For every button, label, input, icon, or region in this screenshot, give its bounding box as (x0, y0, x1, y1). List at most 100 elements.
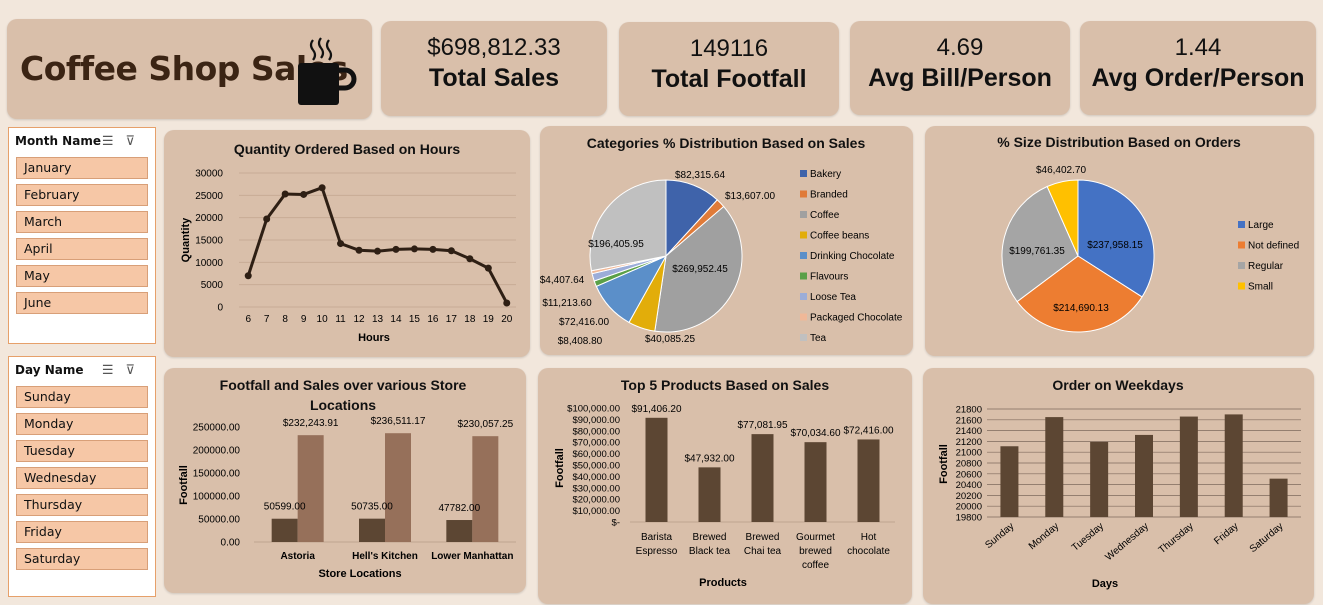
y-tick-label: $70,000.00 (572, 438, 620, 449)
data-label: $70,034.60 (790, 428, 840, 439)
bar (1000, 446, 1019, 517)
y-tick-label: $50,000.00 (572, 461, 620, 472)
legend-entry: Loose Tea (810, 292, 856, 303)
data-label: 47782.00 (438, 503, 480, 514)
data-point (503, 299, 511, 307)
x-tick-label: Hot (861, 532, 877, 543)
data-label: $13,607.00 (725, 191, 775, 202)
data-point (337, 240, 345, 248)
y-tick-label: 20800 (956, 459, 982, 470)
kpi-label: Total Footfall (651, 65, 807, 93)
data-point (318, 184, 326, 192)
x-tick-label: Sunday (983, 521, 1016, 551)
y-tick-label: 20000 (195, 213, 223, 224)
slicer-item-may[interactable]: May (16, 265, 148, 287)
x-axis-label: Hours (358, 332, 390, 344)
day-slicer: Day Name ☰⊽ Sunday Monday Tuesday Wednes… (8, 356, 156, 597)
x-tick-label: 14 (390, 314, 402, 325)
slicer-item-monday[interactable]: Monday (16, 413, 148, 435)
data-point (263, 215, 271, 223)
bar (472, 436, 499, 542)
bar (385, 433, 411, 542)
hourly-quantity-chart-panel: Quantity Ordered Based on Hours 0 5000 1000… (164, 130, 530, 357)
multi-select-icon[interactable]: ☰ (101, 362, 126, 377)
pie-slice (1016, 255, 1143, 333)
slicer-item-april[interactable]: April (16, 238, 148, 260)
x-tick-label: Monday (1027, 521, 1061, 552)
x-tick-label: Chai tea (744, 546, 782, 557)
data-label: $237,958.15 (1087, 240, 1143, 251)
bar (1179, 416, 1198, 517)
slicer-item-march[interactable]: March (16, 211, 148, 233)
slicer-item-tuesday[interactable]: Tuesday (16, 440, 148, 462)
category-pie-chart: Categories % Distribution Based on Sales… (540, 135, 903, 347)
data-label: $46,402.70 (1036, 165, 1086, 176)
x-tick-label: chocolate (847, 546, 890, 557)
y-tick-label: $80,000.00 (572, 426, 620, 437)
bar (1135, 434, 1153, 517)
x-tick-label: Brewed (746, 532, 780, 543)
legend-swatch (800, 313, 807, 321)
data-label: $40,085.25 (645, 334, 695, 345)
bar (271, 518, 298, 542)
data-point (410, 245, 418, 253)
bar (359, 518, 385, 542)
x-tick-label: coffee (802, 560, 829, 571)
data-point (281, 190, 289, 198)
kpi-total-footfall: 149116 Total Footfall (619, 22, 839, 116)
bar (698, 467, 721, 522)
clear-filter-icon[interactable]: ⊽ (125, 133, 147, 148)
x-tick-label: 19 (483, 314, 495, 325)
multi-select-icon[interactable]: ☰ (101, 133, 126, 148)
x-tick-label: Barista (641, 532, 673, 543)
x-tick-label: 10 (317, 314, 329, 325)
bar (446, 520, 473, 542)
bar (645, 417, 668, 522)
chart-title: Quantity Ordered Based on Hours (234, 141, 461, 157)
y-tick-label: 21200 (956, 437, 982, 448)
x-tick-label: 18 (464, 314, 476, 325)
y-tick-label: 250000.00 (193, 423, 241, 434)
kpi-label: Total Sales (428, 64, 560, 92)
y-tick-label: $10,000.00 (572, 506, 620, 517)
data-label: $11,213.60 (542, 298, 592, 309)
legend-swatch (800, 252, 807, 259)
x-tick-label: 13 (372, 314, 384, 325)
legend-entry: Small (1248, 282, 1273, 293)
slicer-item-friday[interactable]: Friday (16, 521, 148, 543)
data-label: $236,511.17 (371, 416, 426, 427)
legend-entry: Large (1248, 220, 1274, 231)
data-point (484, 264, 492, 272)
slicer-item-saturday[interactable]: Saturday (16, 548, 148, 570)
pie-slice (1046, 179, 1079, 257)
legend-swatch (800, 170, 807, 177)
x-tick-label: 16 (427, 314, 439, 325)
slicer-item-january[interactable]: January (16, 157, 148, 179)
top-products-chart: Top 5 Products Based on Sales $-$10,000.0… (554, 377, 895, 589)
slicer-item-june[interactable]: June (16, 292, 148, 314)
x-tick-label: 17 (446, 314, 458, 325)
x-axis-label: Store Locations (318, 568, 401, 580)
x-tick-label: Wednesday (1104, 521, 1151, 563)
legend-swatch (800, 334, 807, 341)
x-tick-label: Lower Manhattan (431, 551, 513, 562)
y-tick-label: $30,000.00 (572, 483, 620, 494)
slicer-item-february[interactable]: February (16, 184, 148, 206)
legend-swatch (800, 272, 807, 280)
chart-title: Order on Weekdays (1052, 377, 1183, 393)
data-label: $269,952.45 (672, 264, 728, 275)
data-label: $72,416.00 (559, 317, 609, 328)
slicer-item-wednesday[interactable]: Wednesday (16, 467, 148, 489)
slicer-item-sunday[interactable]: Sunday (16, 386, 148, 408)
legend-swatch (800, 190, 807, 198)
data-label: $72,416.00 (843, 425, 893, 436)
x-tick-label: Saturday (1248, 521, 1286, 555)
store-location-chart-panel: Footfall and Sales over various Store Loc… (164, 368, 526, 593)
legend-entry: Coffee beans (810, 231, 869, 242)
bar (1224, 414, 1243, 517)
legend-entry: Coffee (810, 210, 840, 221)
data-point (447, 247, 455, 255)
y-tick-label: 150000.00 (193, 469, 241, 480)
slicer-item-thursday[interactable]: Thursday (16, 494, 148, 516)
clear-filter-icon[interactable]: ⊽ (125, 362, 147, 377)
